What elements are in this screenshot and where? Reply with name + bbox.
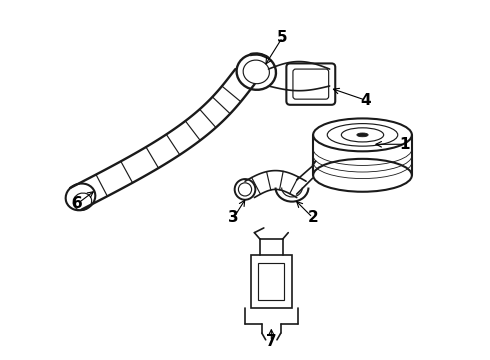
Text: 4: 4 xyxy=(360,93,370,108)
Ellipse shape xyxy=(357,133,368,137)
Text: 5: 5 xyxy=(277,30,288,45)
Text: 3: 3 xyxy=(228,210,239,225)
Text: 7: 7 xyxy=(266,334,277,349)
Text: 2: 2 xyxy=(307,210,318,225)
Bar xyxy=(258,263,285,300)
Bar xyxy=(251,255,292,308)
Text: 6: 6 xyxy=(73,196,83,211)
Text: 1: 1 xyxy=(399,137,410,152)
